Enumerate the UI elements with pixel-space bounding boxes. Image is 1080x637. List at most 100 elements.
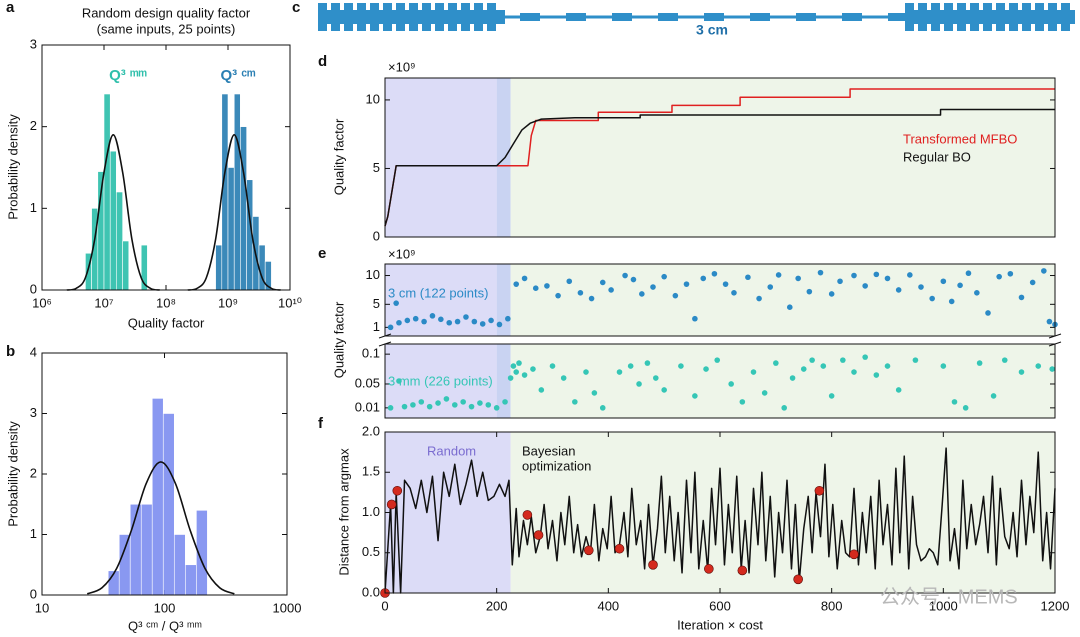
scatter-point — [761, 390, 768, 396]
scatter-point — [1018, 369, 1025, 375]
waveguide-tooth — [422, 3, 431, 31]
scatter-point — [1041, 268, 1047, 274]
y-tick-label: 5 — [373, 296, 380, 311]
scatter-point — [648, 560, 658, 570]
scatter-point — [572, 399, 578, 405]
scatter-point — [837, 278, 843, 285]
waveguide-segment — [704, 13, 724, 21]
scatter-point — [895, 387, 902, 393]
x-tick-label: 600 — [709, 598, 731, 613]
scatter-point — [948, 298, 955, 305]
scatter-point — [661, 273, 667, 280]
series-label: Q³ ᶜᵐ — [221, 67, 257, 84]
x-tick-label: 1000 — [273, 600, 302, 615]
waveguide-tooth — [357, 3, 366, 31]
scatter-point — [636, 381, 642, 387]
scatter-point — [608, 287, 614, 293]
x-axis-label: Quality factor — [128, 315, 205, 330]
y-tick-label: 0.1 — [362, 346, 380, 361]
waveguide-tooth — [1048, 3, 1057, 31]
histogram-bar — [109, 150, 117, 291]
waveguide-tooth — [461, 3, 470, 31]
scatter-point — [750, 369, 757, 375]
scatter-point — [976, 360, 983, 366]
y-tick-label: 0 — [30, 281, 37, 296]
waveguide-segment — [566, 13, 586, 21]
scatter-point — [1049, 366, 1056, 372]
panel-label: e — [318, 245, 326, 262]
scatter-point — [728, 381, 734, 387]
y-tick-label: 3 — [30, 36, 37, 51]
scatter-point — [513, 281, 520, 287]
x-tick-label: 800 — [821, 598, 843, 613]
y-tick-label: 1 — [373, 319, 380, 334]
histogram-bar — [233, 93, 241, 291]
scatter-point — [940, 363, 947, 369]
waveguide-tooth — [905, 3, 914, 31]
scatter-point — [460, 399, 466, 405]
scatter-point — [862, 354, 868, 360]
waveguide-tooth — [1061, 3, 1070, 31]
annotation: Random — [427, 443, 476, 458]
scatter-point — [404, 317, 411, 324]
scatter-point — [426, 403, 433, 410]
x-tick-label: 10⁹ — [218, 295, 238, 310]
waveguide-tooth — [1022, 3, 1031, 31]
scatter-point — [451, 402, 458, 408]
scatter-point — [737, 565, 748, 576]
scatter-point — [767, 284, 774, 290]
scatter-point — [496, 321, 503, 328]
scatter-point — [627, 363, 634, 369]
waveguide-tooth — [409, 3, 418, 31]
y-tick-label: 0.0 — [362, 584, 380, 599]
scatter-point — [672, 292, 679, 299]
series-label: 3 cm (122 points) — [388, 285, 488, 300]
scatter-point — [599, 279, 606, 286]
scatter-point — [644, 360, 651, 366]
scatter-point — [577, 290, 584, 296]
scatter-point — [851, 369, 857, 375]
waveguide-tooth — [396, 3, 405, 31]
scatter-point — [560, 375, 567, 381]
scatter-point — [429, 313, 436, 319]
scatter-point — [789, 375, 796, 381]
waveguide-tooth — [983, 3, 992, 31]
waveguide-tooth — [931, 3, 940, 31]
scatter-point — [614, 543, 625, 554]
axes-frame — [41, 44, 291, 291]
scatter-point — [683, 281, 690, 287]
x-tick-label: 0 — [381, 598, 388, 613]
axis-break — [378, 341, 392, 347]
histogram-bar — [185, 564, 197, 596]
scatter-point — [806, 288, 813, 295]
scatter-point — [588, 295, 595, 302]
scatter-point — [396, 378, 402, 384]
scatter-point — [532, 285, 539, 291]
axis-multiplier: ×10⁹ — [388, 246, 416, 261]
panel-label: d — [318, 53, 327, 70]
scatter-point — [516, 360, 522, 366]
scatter-point — [951, 399, 958, 405]
histogram-bar — [215, 244, 223, 291]
histogram-bar — [118, 534, 131, 596]
chart-title: Random design quality factor — [82, 5, 251, 20]
y-tick-label: 4 — [30, 344, 37, 359]
scatter-point — [505, 315, 511, 322]
x-tick-label: 10⁶ — [32, 295, 52, 310]
histogram-bar — [162, 413, 175, 596]
scatter-point — [485, 402, 492, 408]
scatter-point — [985, 310, 991, 316]
y-axis-label: Quality factor — [331, 301, 346, 378]
waveguide-tooth — [957, 3, 966, 31]
scatter-point — [479, 321, 486, 327]
scatter-point — [996, 273, 1002, 280]
histogram-bar — [173, 534, 186, 596]
scatter-point — [1029, 279, 1036, 286]
scatter-point — [652, 375, 659, 381]
waveguide-tooth — [487, 3, 496, 31]
scatter-point — [851, 272, 857, 279]
axis-break-gap — [379, 337, 391, 343]
y-tick-label: 2.0 — [362, 423, 380, 438]
scatter-point — [703, 366, 709, 372]
y-tick-label: 3 — [30, 405, 37, 420]
